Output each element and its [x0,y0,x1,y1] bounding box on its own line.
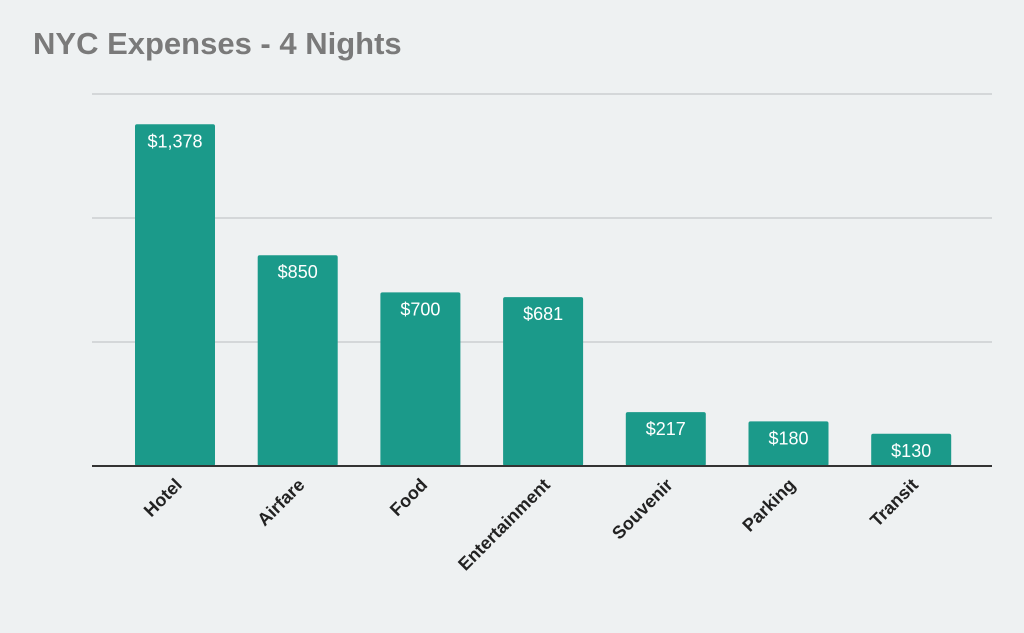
data-label-airfare: $850 [278,262,318,282]
data-label-entertainment: $681 [523,304,563,324]
tick-label-entertainment: Entertainment [454,475,554,575]
tick-label-airfare: Airfare [253,475,308,530]
bar-airfare [257,255,338,466]
tick-label-hotel: Hotel [140,475,186,521]
tick-label-food: Food [386,475,431,520]
data-label-hotel: $1,378 [147,131,202,151]
bar-hotel [135,124,215,467]
tick-label-parking: Parking [738,475,799,536]
data-label-souvenir: $217 [646,419,686,439]
bars [135,124,952,467]
bar-parking [748,421,829,466]
bar-souvenir [625,412,706,466]
data-label-transit: $130 [891,441,931,461]
data-label-parking: $180 [768,428,808,448]
tick-label-transit: Transit [866,475,922,531]
bar-transit [871,433,952,466]
tick-label-souvenir: Souvenir [608,475,677,544]
chart-title: NYC Expenses - 4 Nights [33,26,402,61]
bar-entertainment [503,297,584,466]
data-labels: $1,378 $850 $700 $681 $217 $180 $130 [147,131,931,461]
x-axis-tick-labels: Hotel Airfare Food Entertainment Souvenir Par… [140,475,922,575]
bar-food [380,292,461,466]
data-label-food: $700 [400,299,440,319]
